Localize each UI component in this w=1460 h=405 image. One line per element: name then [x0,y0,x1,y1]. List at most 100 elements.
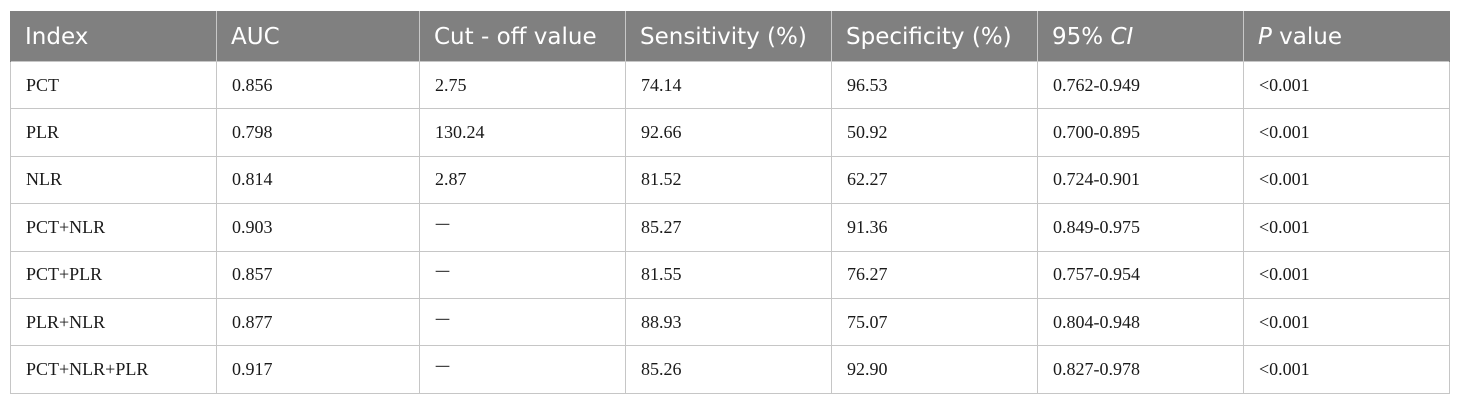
cell-value: <0.001 [1259,216,1310,237]
header-text: Cut - off value [434,23,597,50]
cell-value: 0.857 [232,264,273,285]
cell-p-value: <0.001 [1243,203,1450,252]
cell-sensitivity: 81.55 [625,250,832,299]
cell-value: 0.849-0.975 [1053,216,1140,237]
cell-cutoff: 130.24 [419,108,626,157]
cell-value: 0.762-0.949 [1053,74,1140,95]
cell-index: NLR [10,155,217,205]
cell-value: 0.700-0.895 [1053,122,1140,143]
table-row: PLR 0.798 130.24 92.66 50.92 0.700-0.895 <0.00… [10,108,1450,157]
cell-ci: 0.827-0.978 [1037,345,1244,394]
cell-index: PLR+NLR [10,297,217,347]
cell-index: PLR [10,108,217,157]
cell-ci: 0.757-0.954 [1037,250,1244,299]
cell-auc: 0.856 [216,60,420,110]
cell-ci: 0.849-0.975 [1037,203,1244,252]
cell-value: PCT+PLR [26,264,103,285]
cell-value: 0.804-0.948 [1053,311,1140,332]
cell-index: PCT+PLR [10,250,217,299]
cell-index: PCT+NLR [10,203,217,252]
cell-sensitivity: 74.14 [625,60,832,110]
header-cutoff: Cut - off value [419,11,626,62]
table-row: PCT+PLR 0.857 一 81.55 76.27 0.757-0.954 <0.001 [10,250,1450,299]
cell-auc: 0.857 [216,250,420,299]
header-italic-text: CI [1110,23,1134,50]
table-row: PCT+NLR 0.903 一 85.27 91.36 0.849-0.975 <0.001 [10,203,1450,252]
cell-sensitivity: 81.52 [625,155,832,205]
cell-value: 50.92 [847,122,888,143]
cell-value: PCT [26,74,60,95]
cell-value: 一 [435,312,451,329]
cell-p-value: <0.001 [1243,108,1450,157]
cell-cutoff: 2.75 [419,60,626,110]
header-text: Sensitivity (%) [640,23,807,50]
cell-cutoff: 一 [419,203,626,252]
header-text: Specificity (%) [846,23,1012,50]
cell-sensitivity: 85.26 [625,345,832,394]
cell-auc: 0.903 [216,203,420,252]
cell-value: PCT+NLR+PLR [26,359,149,380]
cell-value: 85.27 [641,216,682,237]
header-text: Index [25,23,89,50]
cell-sensitivity: 92.66 [625,108,832,157]
cell-p-value: <0.001 [1243,345,1450,394]
cell-value: NLR [26,169,62,190]
cell-value: 81.55 [641,264,682,285]
table-row: NLR 0.814 2.87 81.52 62.27 0.724-0.901 <0.001 [10,155,1450,205]
cell-value: 91.36 [847,216,888,237]
table-row: PCT 0.856 2.75 74.14 96.53 0.762-0.949 <0.001 [10,60,1450,110]
cell-value: 130.24 [435,122,485,143]
cell-value: 0.827-0.978 [1053,359,1140,380]
cell-sensitivity: 88.93 [625,297,832,347]
results-table: Index AUC Cut - off value Sensitivity (%) Sp… [10,11,1450,394]
header-text: value [1271,23,1343,50]
cell-value: 0.814 [232,169,273,190]
cell-value: 2.87 [435,169,467,190]
cell-value: 0.877 [232,311,273,332]
cell-p-value: <0.001 [1243,155,1450,205]
table-row: PCT+NLR+PLR 0.917 一 85.26 92.90 0.827-0.978 <0… [10,345,1450,394]
header-p-value: P value [1243,11,1450,62]
cell-sensitivity: 85.27 [625,203,832,252]
cell-value: <0.001 [1259,359,1310,380]
cell-value: 0.798 [232,122,273,143]
cell-value: <0.001 [1259,311,1310,332]
header-auc: AUC [216,11,420,62]
cell-specificity: 92.90 [831,345,1038,394]
cell-value: 75.07 [847,311,888,332]
cell-value: <0.001 [1259,122,1310,143]
cell-specificity: 75.07 [831,297,1038,347]
cell-value: 92.90 [847,359,888,380]
cell-value: 62.27 [847,169,888,190]
cell-value: 一 [435,265,451,282]
cell-value: <0.001 [1259,264,1310,285]
header-text: 95% [1052,23,1111,50]
cell-specificity: 91.36 [831,203,1038,252]
cell-value: 2.75 [435,74,467,95]
header-sensitivity: Sensitivity (%) [625,11,832,62]
cell-ci: 0.700-0.895 [1037,108,1244,157]
cell-p-value: <0.001 [1243,60,1450,110]
cell-value: 一 [435,217,451,234]
cell-auc: 0.814 [216,155,420,205]
cell-cutoff: 一 [419,297,626,347]
cell-value: PCT+NLR [26,216,106,237]
cell-value: 0.757-0.954 [1053,264,1140,285]
cell-specificity: 96.53 [831,60,1038,110]
cell-value: 0.917 [232,359,273,380]
cell-value: 一 [435,360,451,377]
cell-specificity: 76.27 [831,250,1038,299]
cell-value: 0.903 [232,216,273,237]
cell-auc: 0.877 [216,297,420,347]
header-index: Index [10,11,217,62]
table-row: PLR+NLR 0.877 一 88.93 75.07 0.804-0.948 <0.001 [10,297,1450,347]
header-specificity: Specificity (%) [831,11,1038,62]
cell-value: 74.14 [641,74,682,95]
cell-cutoff: 一 [419,345,626,394]
cell-value: <0.001 [1259,169,1310,190]
cell-auc: 0.798 [216,108,420,157]
cell-p-value: <0.001 [1243,250,1450,299]
table-body: PCT 0.856 2.75 74.14 96.53 0.762-0.949 <0.001 P… [10,60,1450,394]
cell-value: 88.93 [641,311,682,332]
cell-index: PCT [10,60,217,110]
